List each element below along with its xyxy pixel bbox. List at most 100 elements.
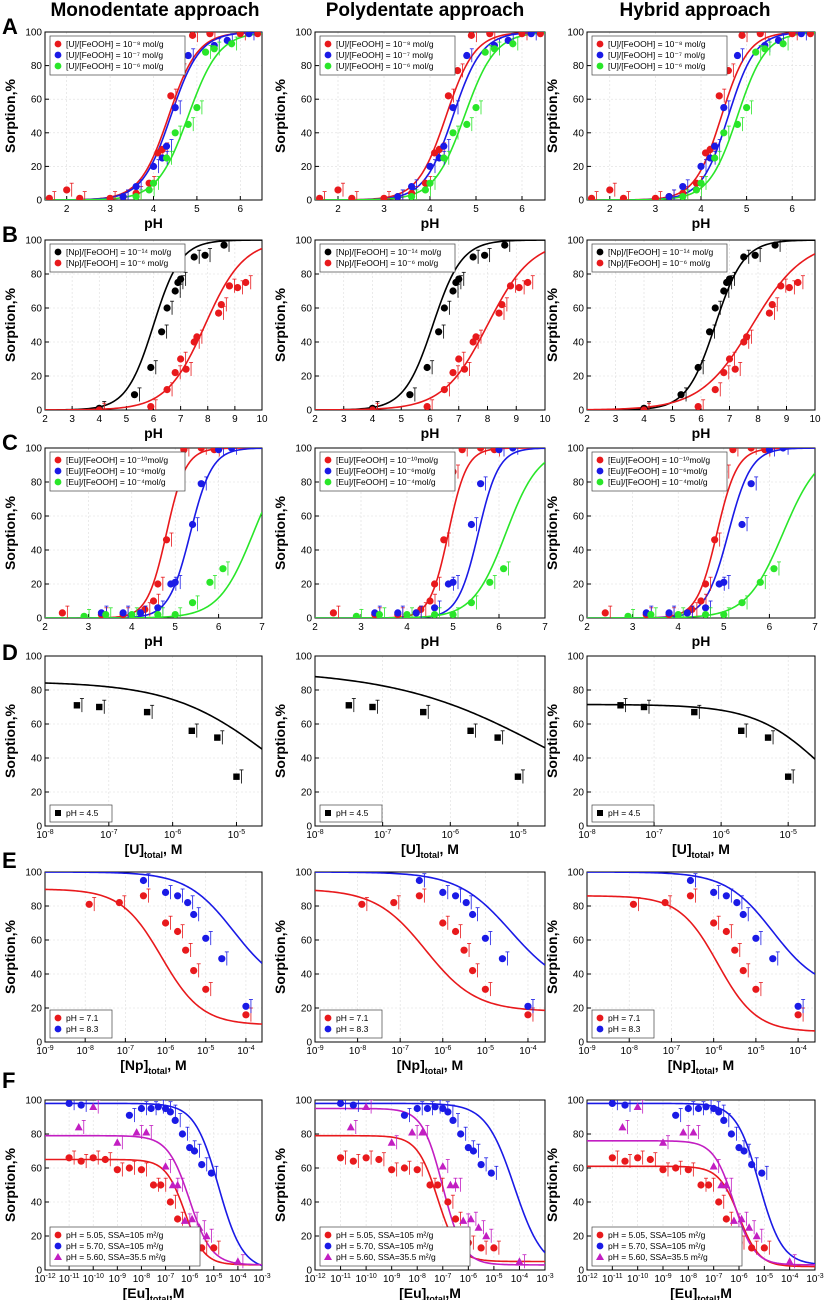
y-tick-label: 60 <box>31 512 43 523</box>
plot-area <box>45 682 262 784</box>
y-tick-label: 60 <box>301 512 313 523</box>
x-axis-label-suffix: , M <box>163 841 182 857</box>
data-point <box>463 120 471 128</box>
data-point <box>163 386 171 394</box>
x-tick-label: 10-8 <box>409 1273 426 1285</box>
panel-e-3: 10-9 10-8 10-7 10-6 10-5 10-4020406080100[Np]… <box>544 868 816 1076</box>
data-point <box>722 927 730 936</box>
y-tick-label: 40 <box>301 338 313 349</box>
y-tick-label: 40 <box>301 128 313 139</box>
legend-box <box>319 243 456 273</box>
model-curve <box>45 247 262 410</box>
data-point <box>166 1198 174 1206</box>
plot-area <box>587 872 815 1032</box>
x-tick-exponent: -9 <box>120 1273 126 1280</box>
x-tick-exponent: -7 <box>403 1045 409 1052</box>
legend-marker <box>324 40 332 48</box>
data-point <box>188 1214 197 1223</box>
y-axis-label: Sorption,% <box>272 496 288 570</box>
legend-label: [Eu]/[FeOOH] = 10⁻⁴mol/g <box>66 477 166 487</box>
data-point <box>201 251 209 259</box>
legend-marker <box>596 248 604 256</box>
plot-area <box>587 1100 815 1269</box>
x-tick-exponent: -10 <box>367 1273 377 1280</box>
x-tick-label: 10-3 <box>536 1273 553 1285</box>
y-tick-label: 80 <box>31 61 43 72</box>
data-point <box>729 1216 738 1224</box>
x-tick-label: 4 <box>427 204 433 215</box>
x-axis-label-suffix: , M <box>715 1057 734 1073</box>
legend-label: pH = 8.3 <box>608 1024 641 1034</box>
data-point <box>369 703 376 711</box>
plot-area <box>315 32 545 200</box>
legend: pH = 7.1pH = 8.3 <box>49 1009 113 1039</box>
data-point <box>190 1147 199 1155</box>
data-point <box>423 1104 432 1113</box>
x-tick-exponent: -5 <box>767 1273 773 1280</box>
x-tick-label: 10-4 <box>781 1273 798 1285</box>
data-point <box>518 32 526 38</box>
data-point <box>329 609 337 617</box>
data-point <box>709 1162 718 1170</box>
legend-label: pH = 5.70, SSA=105 m²/g <box>608 1241 706 1251</box>
data-point <box>76 194 84 200</box>
x-tick-exponent: -3 <box>817 1273 823 1280</box>
y-tick-label: 0 <box>578 1266 584 1277</box>
x-tick-label: 10-6 <box>705 1045 722 1057</box>
data-point <box>711 536 719 544</box>
data-point <box>220 241 228 249</box>
legend-box <box>591 35 728 76</box>
data-point <box>629 900 638 908</box>
data-point <box>710 919 718 927</box>
x-tick-label: 10-10 <box>83 1273 104 1285</box>
data-point <box>128 611 136 618</box>
panel-c-3: 2 3 4 5 6 7 0 20 40 60 80 100 pH Sorption,% [Eu]/[FeOO… <box>544 444 818 650</box>
data-point <box>219 565 227 573</box>
data-point <box>210 1244 218 1252</box>
data-point <box>454 67 462 75</box>
y-tick-label: 0 <box>36 406 42 417</box>
x-tick-label: 10-6 <box>157 1045 174 1057</box>
data-point <box>771 241 779 249</box>
data-point <box>242 1002 250 1010</box>
data-point <box>674 611 682 618</box>
model-curve <box>315 251 545 410</box>
data-point <box>640 406 648 410</box>
x-tick-exponent: -7 <box>657 829 663 836</box>
data-point <box>444 1198 452 1206</box>
data-point <box>89 1102 98 1110</box>
plot-frame <box>44 871 263 1043</box>
x-tick-label: 10 <box>539 414 551 425</box>
legend-label: [U]/[FeOOH] = 10⁻⁶ mol/g <box>608 61 706 71</box>
data-point <box>334 186 342 194</box>
data-point <box>449 578 457 586</box>
data-point <box>184 51 192 60</box>
legend-marker <box>596 1242 604 1250</box>
x-tick-exponent: -6 <box>716 1045 722 1052</box>
legend-marker <box>54 478 62 486</box>
x-tick-exponent: -7 <box>445 1273 451 1280</box>
data-point <box>777 282 785 290</box>
y-tick-label: 100 <box>295 28 312 39</box>
y-tick-label: 20 <box>31 1004 43 1015</box>
x-tick-label: 8 <box>485 414 491 425</box>
x-axis-label-subscript: total <box>148 1066 167 1076</box>
data-point <box>701 580 710 588</box>
model-curve <box>587 872 815 975</box>
data-point <box>455 275 463 283</box>
y-tick-label: 0 <box>578 1038 584 1049</box>
x-axis-label-subscript: total <box>426 1294 445 1300</box>
plot-area <box>587 240 815 410</box>
data-point <box>472 104 480 112</box>
data-point <box>137 1166 146 1174</box>
legend-label: pH = 5.60, SSA=35.5 m²/g <box>336 1252 436 1262</box>
data-point <box>349 1157 357 1165</box>
data-point <box>403 611 411 618</box>
legend-marker <box>596 1014 604 1022</box>
data-point <box>182 365 190 373</box>
data-point <box>683 609 691 617</box>
y-tick-label: 60 <box>31 1164 43 1175</box>
x-axis-label-subscript: total <box>150 1294 169 1300</box>
data-point <box>254 32 262 38</box>
model-curve <box>587 472 815 618</box>
